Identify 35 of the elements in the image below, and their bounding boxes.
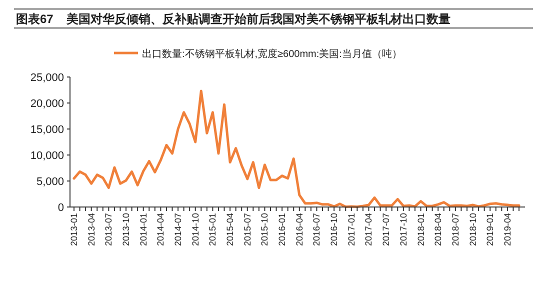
x-tick-label: 2013-01	[69, 213, 79, 246]
x-tick-label: 2018-07	[450, 213, 460, 246]
y-tick-label: 15,000	[30, 124, 64, 136]
chart-title: 图表67 美国对华反倾销、反补贴调查开始前后我国对美不锈钢平板轧材出口数量	[16, 12, 451, 26]
x-tick-label: 2017-07	[381, 213, 392, 246]
x-tick-label: 2014-04	[156, 213, 166, 246]
x-tick-label: 2014-07	[173, 213, 184, 246]
x-tick-label: 2016-01	[277, 213, 288, 246]
y-tick-label: 0	[58, 202, 64, 214]
y-tick-label: 20,000	[30, 98, 64, 110]
x-tick-label: 2013-10	[121, 213, 132, 246]
x-tick-label: 2017-04	[364, 213, 374, 246]
x-tick-label: 2017-01	[346, 213, 356, 246]
x-tick-label: 2015-10	[260, 213, 270, 246]
x-tick-label: 2013-04	[86, 213, 96, 246]
x-tick-label: 2016-04	[294, 213, 304, 246]
x-tick-label: 2016-07	[312, 213, 322, 246]
y-tick-label: 25,000	[30, 72, 64, 84]
x-tick-label: 2016-10	[329, 213, 340, 246]
legend-label: 出口数量:不锈钢平板轧材,宽度≥600mm:美国:当月值（吨）	[142, 48, 402, 60]
y-tick-label: 10,000	[30, 150, 64, 162]
x-tick-label: 2015-01	[208, 213, 218, 246]
x-tick-label: 2018-10	[468, 213, 478, 246]
x-tick-label: 2015-07	[242, 213, 252, 246]
y-tick-label: 5,000	[36, 176, 64, 188]
x-tick-label: 2018-04	[433, 213, 444, 246]
x-tick-label: 2013-07	[104, 213, 114, 246]
line-series	[72, 90, 520, 208]
x-tick-label: 2018-01	[416, 213, 426, 246]
x-tick-label: 2015-04	[225, 213, 236, 246]
x-tick-label: 2019-01	[485, 213, 496, 246]
x-tick-label: 2017-10	[398, 213, 408, 246]
x-tick-label: 2014-10	[190, 213, 200, 246]
x-tick-label: 2014-01	[138, 213, 148, 246]
x-tick-label: 2019-04	[502, 213, 512, 246]
